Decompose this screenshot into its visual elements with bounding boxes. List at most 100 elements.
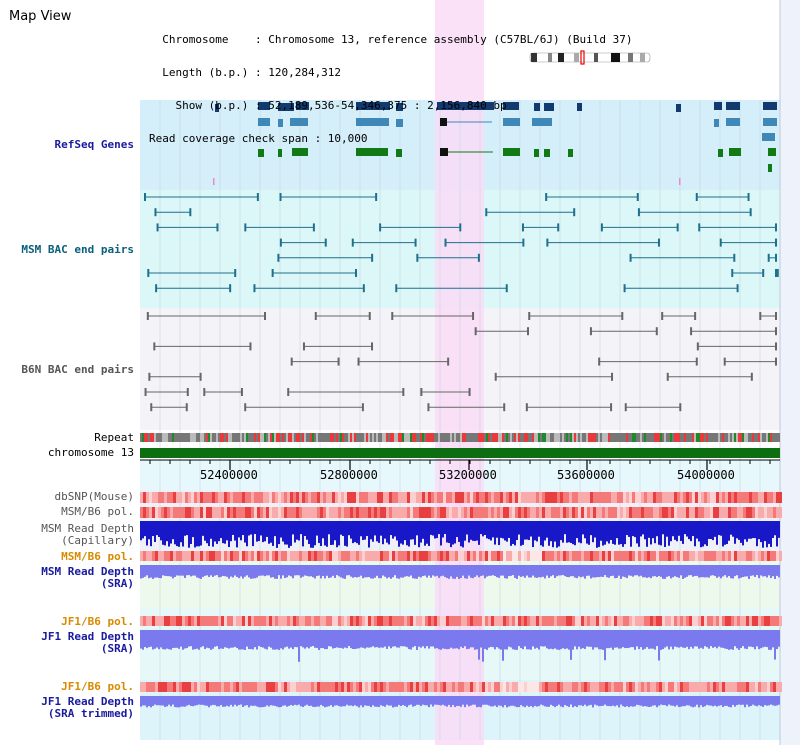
msm-depth-sra-bin xyxy=(712,565,714,576)
msm-depth-capillary-bin xyxy=(286,521,288,545)
jf1-depth-trimmed-bin xyxy=(222,696,224,707)
jf1-b6-pol-bin xyxy=(602,616,605,626)
track-label-msm-b6-pol-2[interactable]: MSM/B6 pol. xyxy=(61,550,134,563)
jf1-depth-sra-bin xyxy=(456,630,458,649)
msm-depth-sra-bin xyxy=(424,565,426,576)
jf1-b6-pol-2-bin xyxy=(776,682,779,692)
msm-depth-sra-bin xyxy=(398,565,400,579)
refseq-gene xyxy=(532,118,552,126)
msm-bac-pair-end xyxy=(371,253,374,262)
jf1-depth-sra-bin xyxy=(408,630,410,650)
msm-b6-pol-bin xyxy=(317,507,320,518)
dbsnp-bin xyxy=(569,492,572,503)
jf1-b6-pol-2-bin xyxy=(515,682,518,692)
msm-b6-pol-bin xyxy=(398,507,401,518)
msm-depth-sra-bin xyxy=(378,565,380,579)
msm-depth-capillary-bin xyxy=(500,521,502,538)
jf1-depth-sra-bin xyxy=(226,630,228,648)
msm-depth-capillary-bin xyxy=(392,521,394,539)
msm-depth-capillary-bin xyxy=(540,521,542,546)
dbsnp-bin xyxy=(650,492,653,503)
repeat-element xyxy=(612,433,614,442)
msm-depth-sra-bin xyxy=(164,565,166,576)
track-label-msm-b6-pol[interactable]: MSM/B6 pol. xyxy=(61,505,134,518)
jf1-b6-pol-2-bin xyxy=(236,682,239,692)
msm-depth-capillary-bin xyxy=(214,521,216,542)
msm-depth-sra-bin xyxy=(530,565,532,578)
repeat-element xyxy=(148,433,150,442)
msm-bac-pair-end xyxy=(271,269,274,277)
dbsnp-bin xyxy=(671,492,674,503)
track-label-msm-bac[interactable]: MSM BAC end pairs xyxy=(21,243,134,256)
jf1-depth-trimmed-bin xyxy=(730,696,732,708)
repeat-element xyxy=(496,433,498,442)
repeat-element xyxy=(508,433,510,442)
msm-b6-pol-bin xyxy=(659,507,662,518)
msm-depth-sra-bin xyxy=(526,565,528,576)
track-label-jf1-b6-pol-2[interactable]: JF1/B6 pol. xyxy=(61,680,134,693)
msm-depth-capillary-bin xyxy=(696,521,698,539)
repeat-element xyxy=(680,433,682,442)
jf1-b6-pol-2-bin xyxy=(251,682,254,692)
repeat-element xyxy=(264,433,266,442)
track-label-msm-depth-capillary[interactable]: MSM Read Depth xyxy=(41,522,134,535)
msm-b6-pol-bin xyxy=(245,507,248,518)
msm-depth-capillary-bin xyxy=(718,521,720,536)
jf1-depth-sra-bin xyxy=(206,630,208,648)
track-label-msm-depth-sra[interactable]: MSM Read Depth xyxy=(41,565,134,578)
b6n-bac-pair-end xyxy=(690,327,693,336)
msm-b6-pol-2-bin xyxy=(575,551,578,561)
jf1-b6-pol-2-bin xyxy=(215,682,218,692)
repeat-element xyxy=(626,433,628,442)
msm-b6-pol-2-bin xyxy=(599,551,602,561)
jf1-depth-trimmed-bin xyxy=(278,696,280,708)
msm-depth-sra-bin xyxy=(332,565,334,576)
jf1-b6-pol-2-bin xyxy=(581,682,584,692)
jf1-depth-trimmed-bin xyxy=(274,696,276,706)
dbsnp-bin xyxy=(257,492,260,503)
track-label-refseq[interactable]: RefSeq Genes xyxy=(54,138,134,151)
track-label-chromosome[interactable]: chromosome 13 xyxy=(47,446,134,459)
dbsnp-bin xyxy=(746,492,749,503)
repeat-element xyxy=(366,433,368,442)
msm-depth-sra-bin xyxy=(434,565,436,577)
track-label-b6n-bac[interactable]: B6N BAC end pairs xyxy=(21,363,134,376)
dbsnp-bin xyxy=(722,492,725,503)
repeat-element xyxy=(646,433,648,442)
msm-b6-pol-2-bin xyxy=(632,551,635,561)
track-label-jf1-depth-trimmed[interactable]: JF1 Read Depth xyxy=(41,695,134,708)
track-label-repeat[interactable]: Repeat xyxy=(94,431,134,444)
track-label-dbsnp[interactable]: dbSNP(Mouse) xyxy=(54,490,134,503)
track-label-jf1-b6-pol[interactable]: JF1/B6 pol. xyxy=(61,615,134,628)
jf1-depth-sra-bin xyxy=(232,630,234,648)
msm-b6-pol-bin xyxy=(536,507,539,518)
jf1-b6-pol-bin xyxy=(746,616,749,626)
msm-bac-pair-end xyxy=(546,238,549,247)
repeat-element xyxy=(678,433,680,442)
jf1-b6-pol-bin xyxy=(431,616,434,626)
jf1-depth-sra-bin xyxy=(664,630,666,648)
msm-depth-capillary-bin xyxy=(584,521,586,539)
msm-b6-pol-2-bin xyxy=(251,551,254,561)
msm-bac-pair-end xyxy=(485,208,488,217)
msm-b6-pol-bin xyxy=(671,507,674,518)
jf1-b6-pol-bin xyxy=(305,616,308,626)
jf1-depth-sra-bin xyxy=(768,630,770,650)
jf1-depth-trimmed-bin xyxy=(384,696,386,707)
msm-depth-capillary-bin xyxy=(536,521,538,542)
msm-depth-capillary-bin xyxy=(614,521,616,545)
msm-depth-sra-bin xyxy=(216,565,218,576)
jf1-b6-pol-2-bin xyxy=(548,682,551,692)
msm-b6-pol-bin xyxy=(440,507,443,518)
track-label-jf1-depth-sra[interactable]: JF1 Read Depth xyxy=(41,630,134,643)
jf1-depth-sra-bin xyxy=(760,630,762,649)
msm-depth-capillary-bin xyxy=(302,521,304,547)
msm-depth-sra-bin xyxy=(166,565,168,577)
msm-depth-sra-bin xyxy=(436,565,438,576)
jf1-b6-pol-2-bin xyxy=(701,682,704,692)
msm-depth-capillary-bin xyxy=(248,521,250,536)
msm-bac-pair-end xyxy=(573,208,576,217)
repeat-element xyxy=(256,433,258,442)
jf1-depth-trimmed-bin xyxy=(406,696,408,708)
